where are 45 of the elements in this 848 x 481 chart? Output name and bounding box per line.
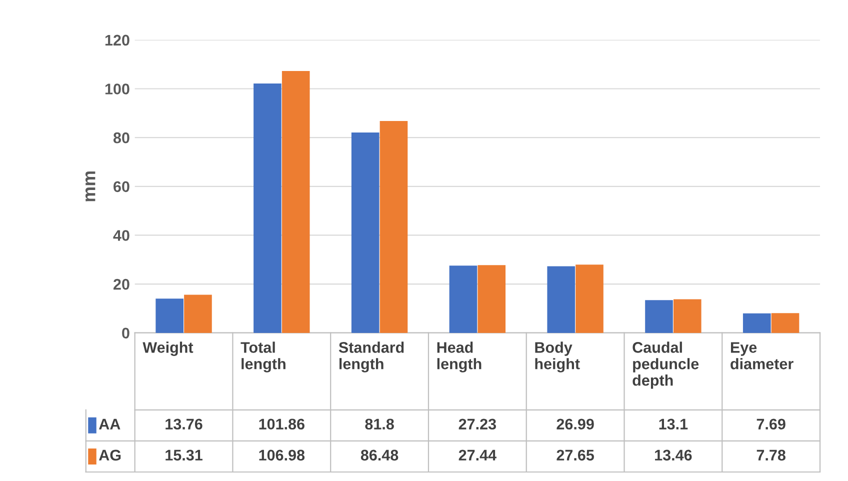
x-tick-label: Head length: [437, 342, 482, 372]
x-tick-label: Weight: [142, 342, 194, 356]
x-tick-label: Total length: [240, 342, 286, 372]
data-label: 27.65: [556, 450, 594, 461]
legend-label: AA: [98, 418, 120, 430]
bar: [351, 132, 380, 333]
bar: [380, 121, 408, 333]
data-label: 81.8: [365, 418, 394, 430]
bar: [673, 299, 702, 333]
y-tick-label: 100: [105, 84, 130, 94]
y-tick-label: 40: [113, 230, 130, 241]
bar: [184, 294, 212, 333]
y-tick-label: 20: [114, 278, 130, 290]
data-label: 7.78: [756, 450, 786, 461]
data-label: 13.1: [659, 418, 688, 430]
data-label: 101.86: [259, 418, 304, 430]
data-label: 13.76: [166, 418, 202, 430]
y-axis-title: mm: [85, 171, 96, 202]
x-tick-label: Body height: [535, 342, 580, 372]
bar: [547, 266, 576, 333]
data-label: 106.98: [259, 450, 305, 461]
bar: [156, 298, 184, 333]
data-label: 27.44: [458, 450, 496, 460]
data-label: 7.69: [756, 418, 786, 430]
bar: [449, 266, 478, 333]
y-tick-label: 80: [113, 132, 130, 144]
data-label: 27.23: [458, 418, 496, 430]
x-tick-label: Standard length: [338, 342, 404, 372]
data-label: 15.31: [166, 450, 202, 461]
bar: [771, 313, 800, 333]
bar: [478, 265, 506, 333]
y-tick-label: 120: [105, 34, 130, 46]
bar: [282, 71, 310, 333]
data-label: 86.48: [360, 450, 398, 461]
bar: [576, 264, 604, 333]
bar: [742, 313, 771, 333]
x-tick-label: Eye diameter: [730, 342, 794, 370]
y-tick-label: 0: [122, 328, 130, 339]
y-tick-label: 60: [114, 181, 130, 192]
bar: [645, 300, 673, 333]
data-label: 26.99: [556, 418, 594, 430]
x-tick-label: Caudal peduncle depth: [632, 342, 699, 389]
bar: [254, 84, 282, 333]
data-label: 13.46: [655, 450, 692, 461]
legend-label: AG: [98, 450, 121, 461]
